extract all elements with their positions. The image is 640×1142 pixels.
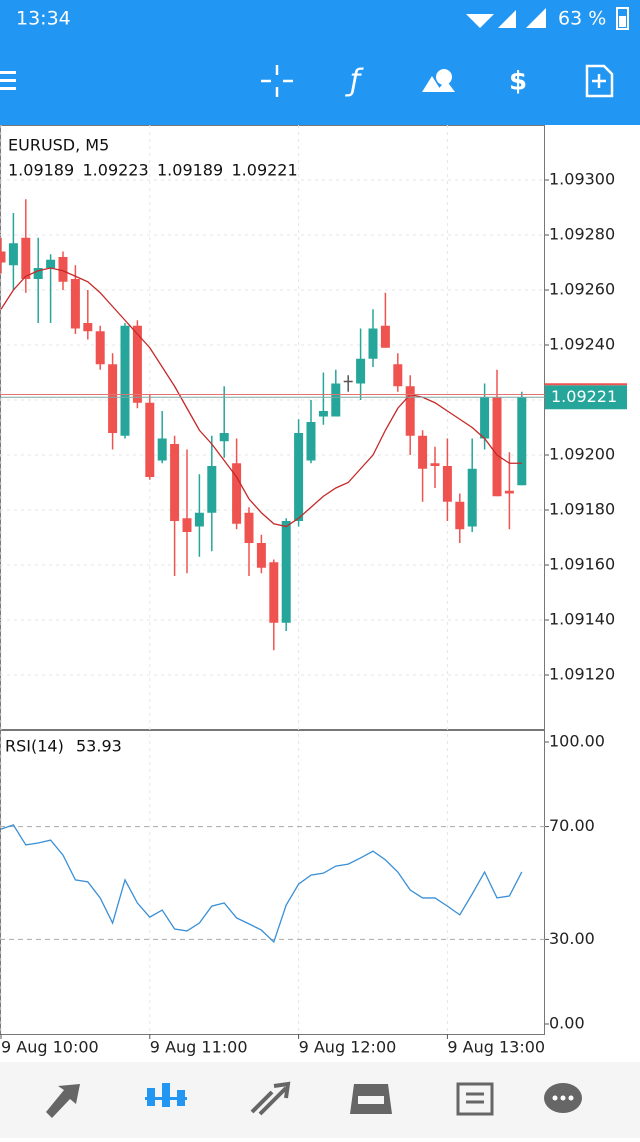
y-tick-label: 70.00 (549, 816, 595, 835)
candle-body (430, 463, 440, 466)
battery-fill (619, 16, 626, 27)
rsi-panel (0, 730, 545, 1035)
y-tick-label: 1.09240 (549, 335, 615, 354)
candle-body (83, 323, 93, 332)
candle-body (281, 521, 291, 623)
candle-body (306, 422, 316, 461)
candle-body (8, 243, 18, 266)
menu-button[interactable] (0, 71, 16, 90)
y-tick-label: 1.09180 (549, 500, 615, 519)
y-tick-label: 1.09140 (549, 610, 615, 629)
signal-icon (526, 8, 546, 28)
candle-body (95, 331, 105, 365)
y-tick-label: 1.09160 (549, 555, 615, 574)
candle-body (356, 358, 366, 384)
candle-body (132, 325, 142, 403)
candle-body (232, 463, 242, 524)
last-price-label: 1.09221 (551, 387, 617, 406)
candle-body (58, 257, 68, 282)
candle-body (269, 562, 279, 623)
rsi-value: 53.93 (76, 737, 122, 756)
candle-body (480, 397, 490, 439)
candle-body (380, 325, 390, 348)
last-price-box (545, 385, 627, 410)
y-tick-label: 1.09120 (549, 665, 615, 684)
y-tick-label: 1.09260 (549, 280, 615, 299)
ohlc-value: 1.09223 (83, 161, 149, 180)
candle-body (368, 328, 378, 359)
candle-body (492, 397, 502, 497)
candle-body (504, 490, 514, 494)
messages-tab[interactable] (544, 1083, 582, 1113)
candle-body (219, 433, 229, 442)
candle-body (120, 325, 130, 436)
candle-body (70, 279, 80, 329)
history-tab[interactable] (350, 1084, 392, 1114)
x-tick-label: 9 Aug 10:00 (1, 1038, 99, 1057)
ohlc-value: 1.09221 (232, 161, 298, 180)
y-tick-label: 1.09200 (549, 445, 615, 464)
price-panel (0, 125, 545, 730)
rsi-title: RSI(14) (5, 737, 64, 756)
candle-body (318, 411, 328, 417)
ohlc-value: 1.09189 (8, 161, 74, 180)
x-tick-label: 9 Aug 11:00 (150, 1038, 248, 1057)
news-tab[interactable] (456, 1082, 494, 1116)
status-time: 13:34 (16, 8, 71, 30)
x-tick-label: 9 Aug 12:00 (299, 1038, 397, 1057)
battery-icon (616, 7, 629, 30)
candle-body (455, 501, 465, 530)
trade-tab[interactable] (250, 1081, 291, 1116)
candle-body (442, 466, 452, 502)
candle-body (182, 518, 192, 532)
candle-body (418, 435, 428, 469)
objects-button[interactable] (422, 69, 455, 92)
symbol-title: EURUSD, M5 (8, 136, 109, 155)
crosshair-button[interactable] (261, 65, 293, 97)
candle-body (46, 259, 56, 268)
candle-body (108, 364, 118, 433)
y-tick-label: 1.09300 (549, 170, 615, 189)
candle-body (170, 444, 180, 521)
candle-body (194, 512, 204, 527)
candle-body (393, 364, 403, 387)
battery-level: 63 % (558, 8, 606, 30)
wifi-icon (466, 14, 494, 28)
ohlc-value: 1.09189 (157, 161, 223, 180)
chart-tab[interactable] (145, 1083, 187, 1107)
y-tick-label: 0.00 (549, 1014, 585, 1033)
candle-body (294, 433, 304, 521)
candle-body (33, 268, 43, 279)
candle-body (244, 512, 254, 543)
candle-body (0, 251, 6, 263)
y-tick-label: 30.00 (549, 929, 595, 948)
candle-body (343, 380, 353, 383)
y-tick-label: 1.09280 (549, 225, 615, 244)
indicators-button[interactable]: ƒ (345, 64, 364, 99)
candle-body (517, 397, 527, 486)
candle-body (256, 543, 266, 568)
ohlc-header: 1.09189 1.09223 1.09189 1.09221 (8, 161, 298, 180)
candle-body (331, 383, 341, 417)
candle-body (157, 438, 167, 461)
timeframe-button[interactable]: $ (509, 67, 527, 97)
candle-body (405, 386, 415, 436)
candle-body (207, 466, 217, 513)
bottom-nav (0, 1062, 640, 1138)
quotes-tab[interactable] (46, 1084, 80, 1118)
new-order-button[interactable] (585, 64, 614, 98)
moving-average (0, 267, 522, 528)
candle-body (21, 237, 31, 279)
candle-body (467, 468, 477, 527)
candle-body (145, 402, 155, 477)
ask-marker (545, 383, 627, 386)
signal-icon (498, 10, 516, 28)
rsi-line (0, 824, 523, 944)
y-tick-label: 100.00 (549, 732, 605, 751)
x-tick-label: 9 Aug 13:00 (447, 1038, 545, 1057)
